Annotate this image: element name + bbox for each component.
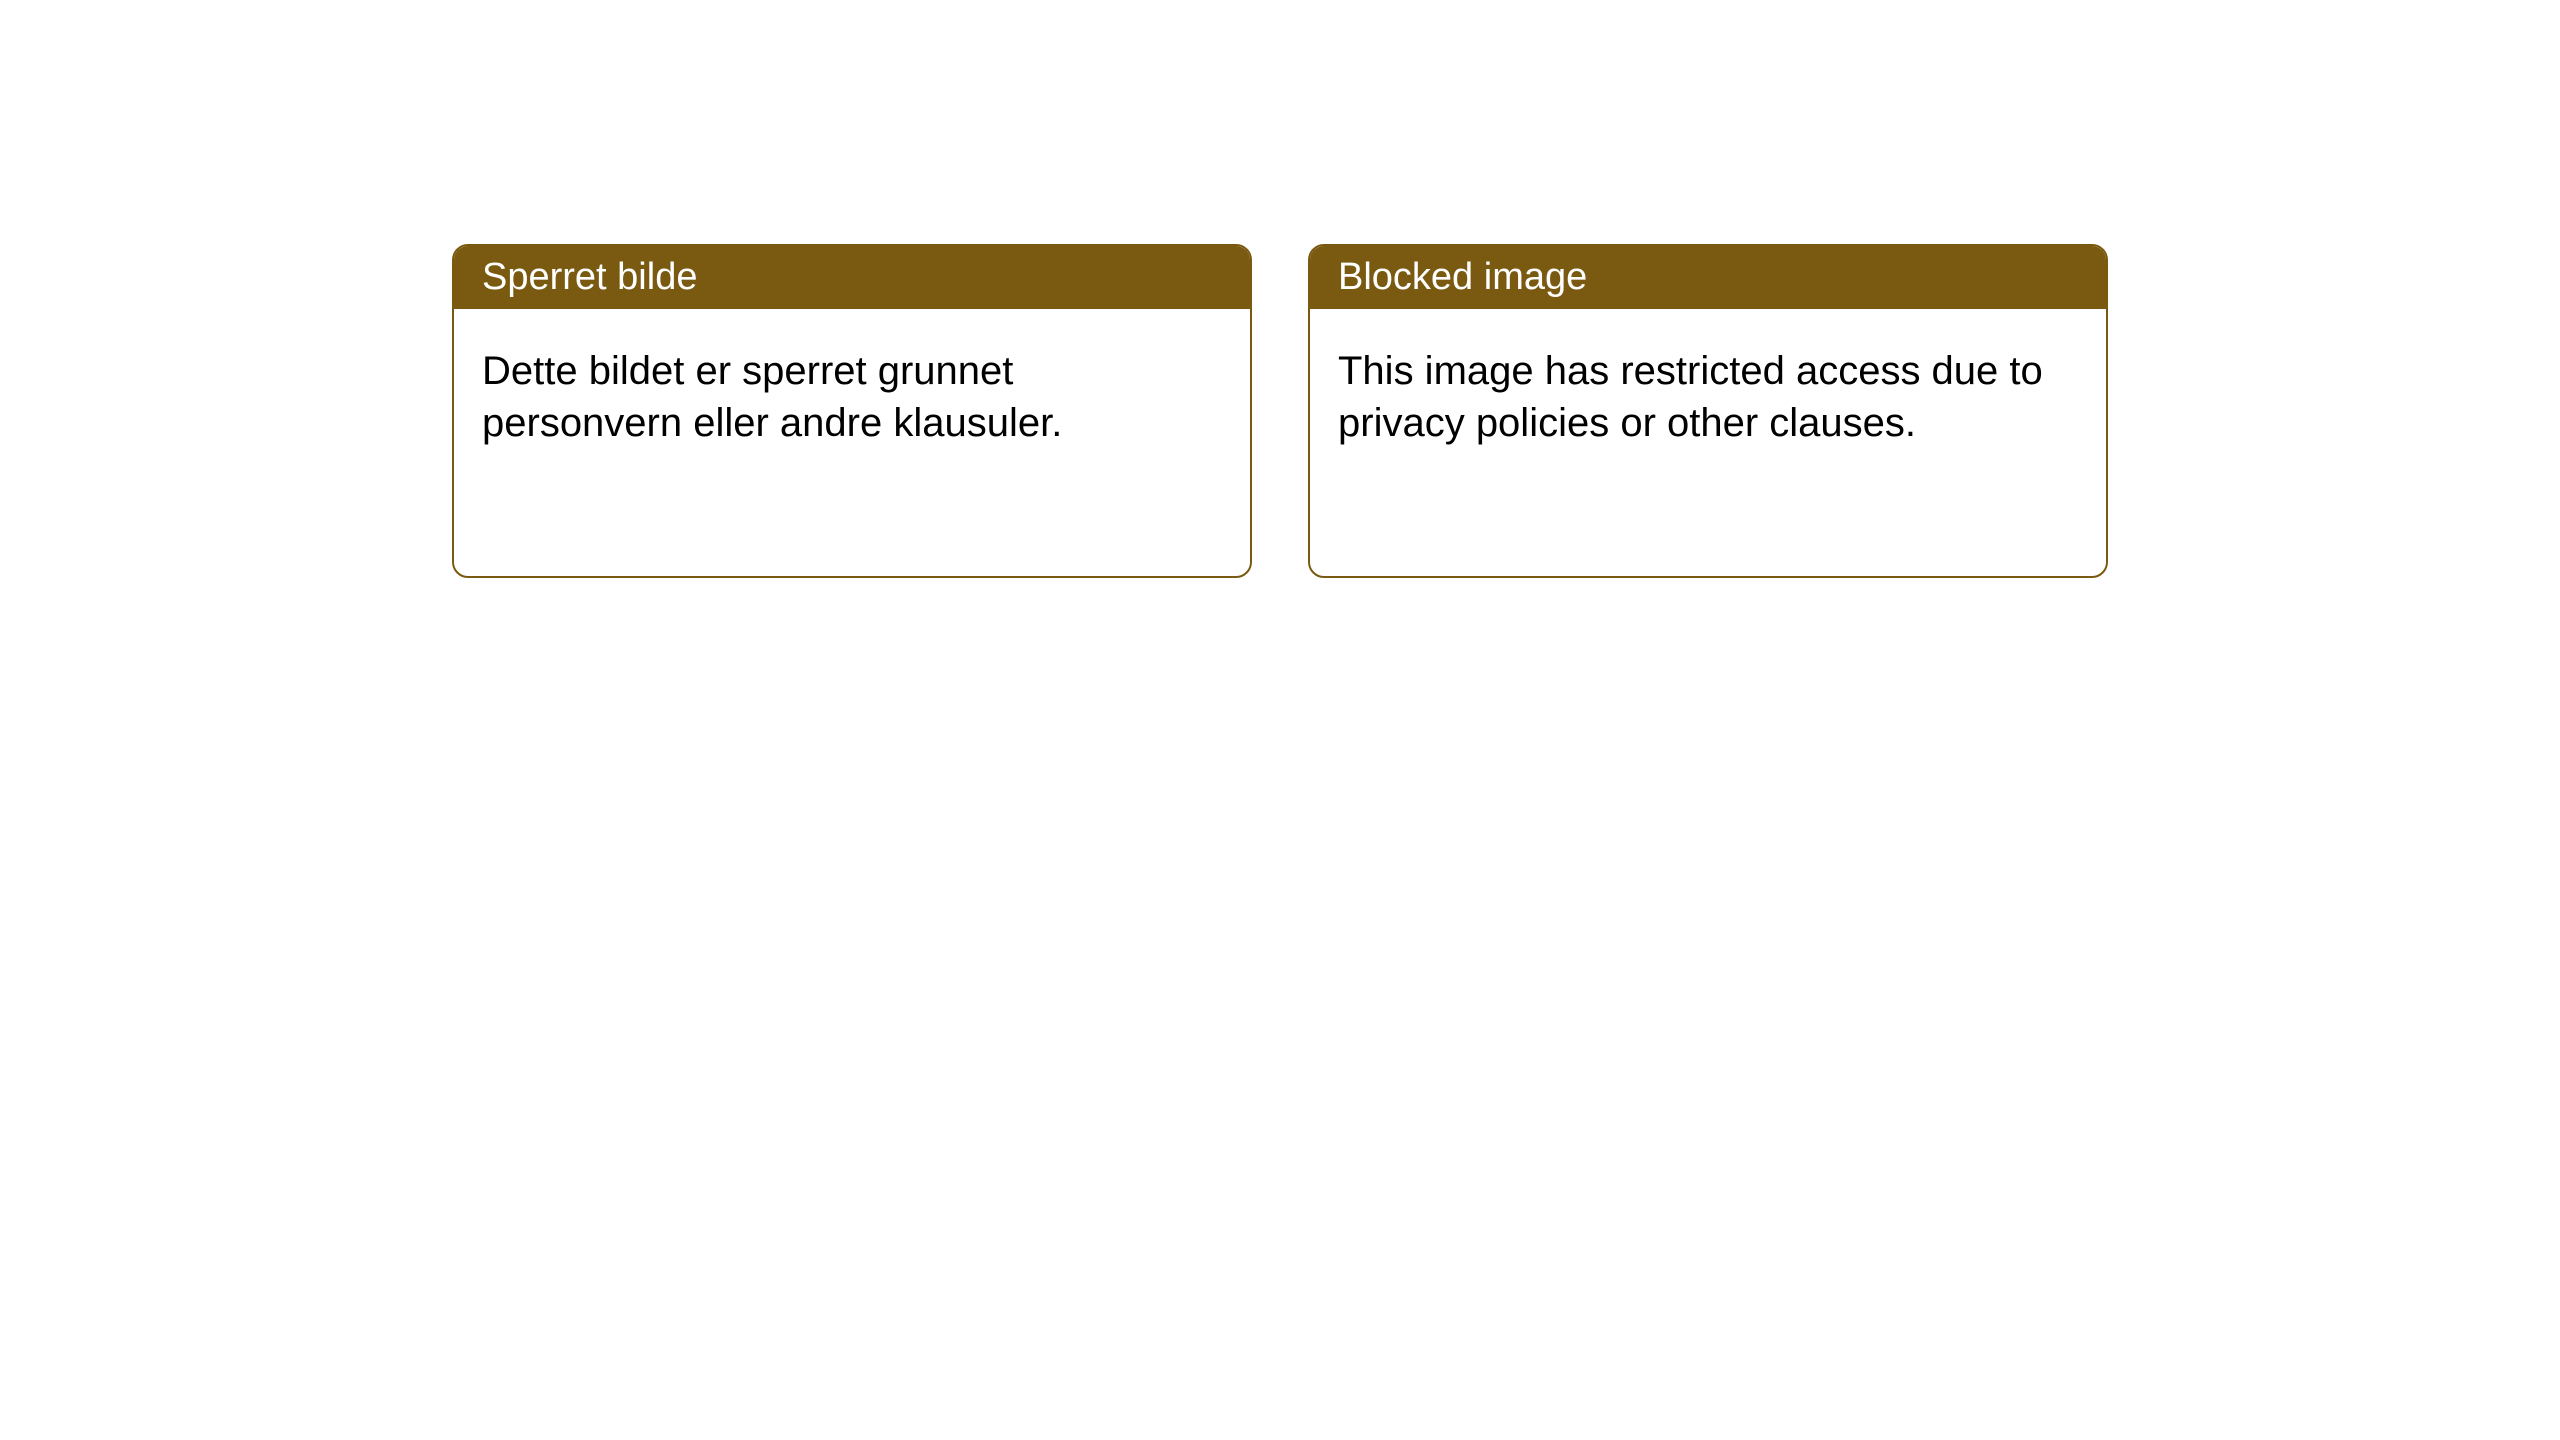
notice-header-en: Blocked image	[1310, 246, 2106, 309]
notice-text-no: Dette bildet er sperret grunnet personve…	[482, 349, 1062, 445]
notice-card-no: Sperret bilde Dette bildet er sperret gr…	[452, 244, 1252, 578]
notice-title-en: Blocked image	[1338, 256, 1587, 298]
notice-header-no: Sperret bilde	[454, 246, 1250, 309]
notice-body-en: This image has restricted access due to …	[1310, 309, 2106, 485]
notice-body-no: Dette bildet er sperret grunnet personve…	[454, 309, 1250, 485]
notice-container: Sperret bilde Dette bildet er sperret gr…	[0, 0, 2560, 578]
notice-text-en: This image has restricted access due to …	[1338, 349, 2043, 445]
notice-card-en: Blocked image This image has restricted …	[1308, 244, 2108, 578]
notice-title-no: Sperret bilde	[482, 256, 697, 298]
